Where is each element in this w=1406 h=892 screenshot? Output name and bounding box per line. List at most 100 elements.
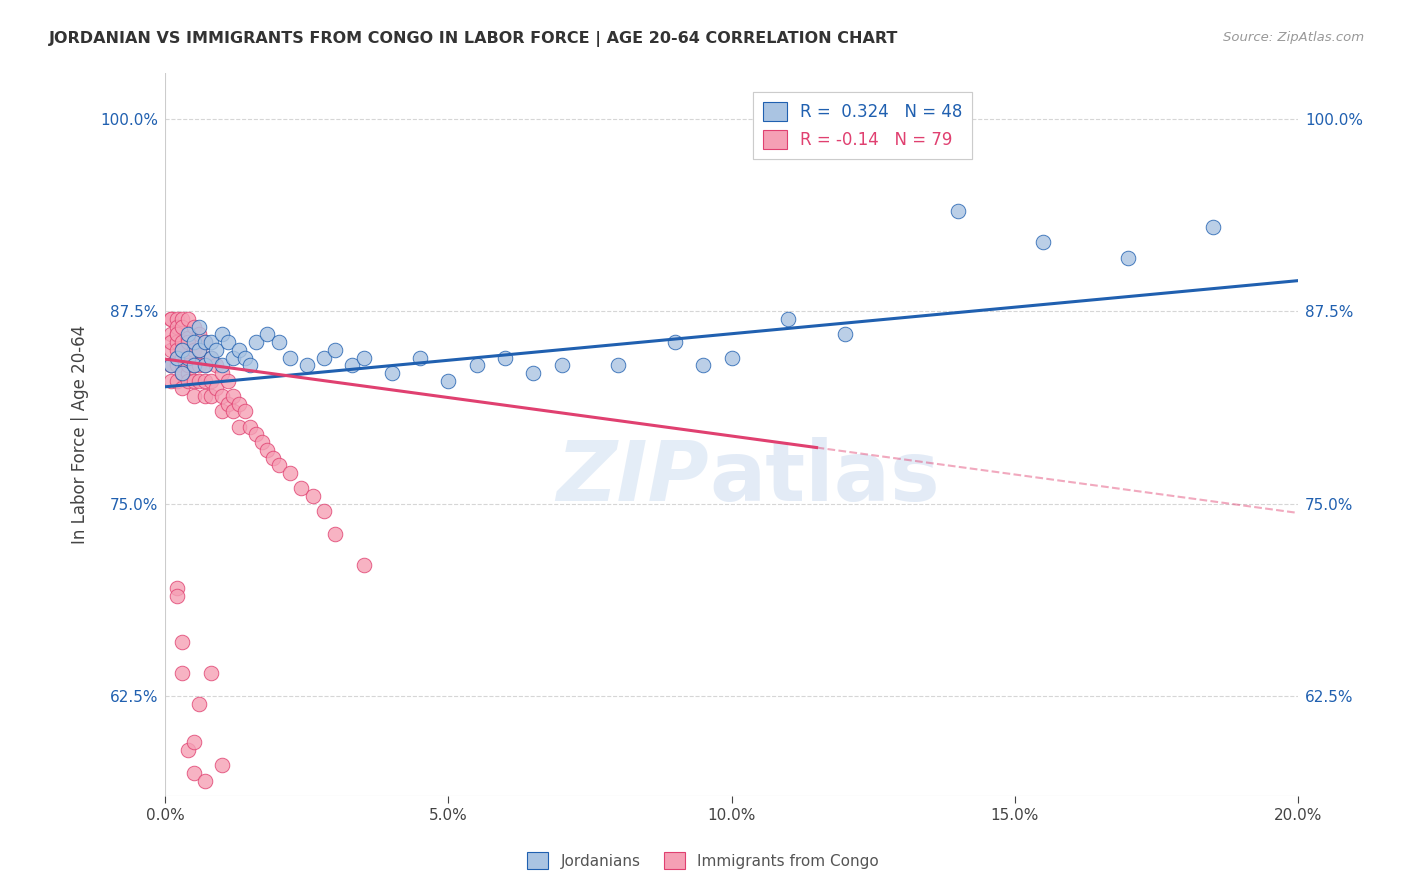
Point: [200, 351, 222, 365]
Point: [188, 319, 211, 334]
Point: [183, 358, 205, 372]
Point: [256, 442, 278, 457]
Point: [664, 335, 686, 350]
Point: [323, 343, 346, 357]
Point: [160, 358, 183, 372]
Legend: Jordanians, Immigrants from Congo: Jordanians, Immigrants from Congo: [522, 846, 884, 875]
Point: [188, 697, 211, 711]
Point: [267, 458, 290, 473]
Point: [194, 773, 217, 788]
Point: [166, 319, 188, 334]
Point: [172, 312, 194, 326]
Point: [183, 735, 205, 749]
Point: [166, 582, 188, 596]
Point: [172, 366, 194, 380]
Point: [211, 389, 233, 403]
Point: [200, 335, 222, 350]
Point: [228, 397, 250, 411]
Point: [183, 374, 205, 388]
Point: [217, 335, 239, 350]
Point: [211, 358, 233, 372]
Point: [172, 335, 194, 350]
Point: [177, 743, 200, 757]
Point: [267, 335, 290, 350]
Point: [1116, 251, 1139, 265]
Point: [188, 343, 211, 357]
Point: [183, 765, 205, 780]
Point: [239, 358, 262, 372]
Point: [494, 351, 516, 365]
Point: [177, 366, 200, 380]
Point: [211, 327, 233, 342]
Point: [160, 312, 183, 326]
Legend: R =  0.324   N = 48, R = -0.14   N = 79: R = 0.324 N = 48, R = -0.14 N = 79: [754, 92, 973, 159]
Point: [183, 358, 205, 372]
Point: [160, 358, 183, 372]
Point: [166, 327, 188, 342]
Point: [177, 327, 200, 342]
Point: [166, 589, 188, 603]
Point: [551, 358, 574, 372]
Point: [222, 404, 245, 418]
Point: [250, 435, 273, 450]
Point: [211, 758, 233, 772]
Point: [188, 358, 211, 372]
Point: [239, 419, 262, 434]
Point: [353, 558, 375, 573]
Point: [217, 374, 239, 388]
Point: [228, 343, 250, 357]
Point: [194, 335, 217, 350]
Point: [160, 312, 183, 326]
Point: [188, 327, 211, 342]
Point: [194, 374, 217, 388]
Point: [692, 358, 714, 372]
Point: [340, 358, 363, 372]
Point: [312, 504, 335, 518]
Point: [720, 351, 742, 365]
Point: [177, 374, 200, 388]
Point: [200, 374, 222, 388]
Point: [160, 343, 183, 357]
Point: [160, 327, 183, 342]
Point: [301, 489, 323, 503]
Point: [177, 330, 200, 344]
Point: [188, 374, 211, 388]
Point: [607, 358, 630, 372]
Point: [205, 381, 228, 395]
Point: [194, 389, 217, 403]
Text: JORDANIAN VS IMMIGRANTS FROM CONGO IN LABOR FORCE | AGE 20-64 CORRELATION CHART: JORDANIAN VS IMMIGRANTS FROM CONGO IN LA…: [49, 31, 898, 47]
Point: [172, 358, 194, 372]
Point: [166, 351, 188, 365]
Point: [183, 389, 205, 403]
Point: [353, 351, 375, 365]
Point: [200, 665, 222, 680]
Y-axis label: In Labor Force | Age 20-64: In Labor Force | Age 20-64: [72, 325, 89, 544]
Point: [233, 351, 256, 365]
Point: [166, 327, 188, 342]
Point: [409, 351, 432, 365]
Point: [188, 343, 211, 357]
Point: [323, 527, 346, 541]
Point: [211, 366, 233, 380]
Point: [200, 351, 222, 365]
Point: [177, 358, 200, 372]
Point: [205, 343, 228, 357]
Point: [200, 389, 222, 403]
Point: [166, 312, 188, 326]
Point: [222, 351, 245, 365]
Point: [160, 335, 183, 350]
Point: [166, 374, 188, 388]
Point: [177, 312, 200, 326]
Point: [166, 343, 188, 357]
Point: [256, 327, 278, 342]
Point: [834, 327, 856, 342]
Point: [172, 381, 194, 395]
Point: [160, 374, 183, 388]
Point: [228, 419, 250, 434]
Point: [172, 665, 194, 680]
Point: [177, 351, 200, 365]
Point: [1032, 235, 1054, 250]
Point: [465, 358, 488, 372]
Point: [194, 358, 217, 372]
Point: [166, 335, 188, 350]
